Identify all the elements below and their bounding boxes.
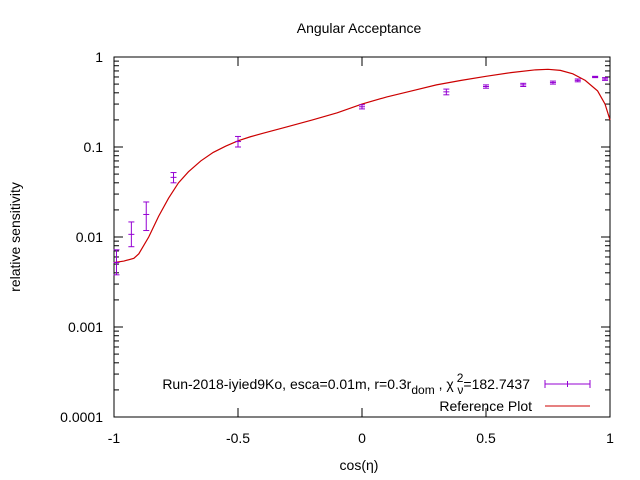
reference-plot-line xyxy=(113,68,611,264)
legend-label-reference: Reference Plot xyxy=(439,398,532,414)
data-point xyxy=(443,88,450,96)
y-tick-label: 0.001 xyxy=(68,319,103,335)
data-point xyxy=(235,135,241,148)
data-point xyxy=(592,75,599,79)
data-point xyxy=(143,201,150,232)
legend-label-run: Run-2018-iyied9Ko, esca=0.01m, r=0.3rdom… xyxy=(162,371,530,397)
x-tick-label: -1 xyxy=(108,430,121,446)
data-point xyxy=(359,104,365,110)
data-point xyxy=(520,82,527,88)
y-tick-label: 0.1 xyxy=(84,139,104,155)
data-point xyxy=(483,84,489,89)
x-axis-label: cos(η) xyxy=(340,457,379,473)
data-point xyxy=(128,221,135,248)
x-tick-label: 0.5 xyxy=(476,430,496,446)
y-axis: 0.0001 0.001 0.01 0.1 1 xyxy=(60,49,610,425)
y-axis-label: relative sensitivity xyxy=(7,182,23,292)
legend-swatch-run xyxy=(544,380,591,388)
data-point xyxy=(549,80,556,85)
x-axis: -1 -0.5 0 0.5 1 xyxy=(108,57,614,446)
y-tick-label: 0.0001 xyxy=(60,409,103,425)
plot-frame xyxy=(113,56,611,418)
data-point xyxy=(602,77,609,81)
reference-plot-series xyxy=(113,68,611,264)
x-tick-label: 1 xyxy=(606,430,614,446)
x-tick-label: -0.5 xyxy=(226,430,250,446)
data-point xyxy=(574,78,581,83)
data-point xyxy=(113,249,120,276)
x-tick-label: 0 xyxy=(358,430,366,446)
y-tick-label: 0.01 xyxy=(76,229,103,245)
legend: Run-2018-iyied9Ko, esca=0.01m, r=0.3rdom… xyxy=(162,371,591,414)
chart-title: Angular Acceptance xyxy=(297,20,422,36)
y-tick-label: 1 xyxy=(95,49,103,65)
data-point xyxy=(170,172,177,184)
run-data-series xyxy=(113,75,609,276)
